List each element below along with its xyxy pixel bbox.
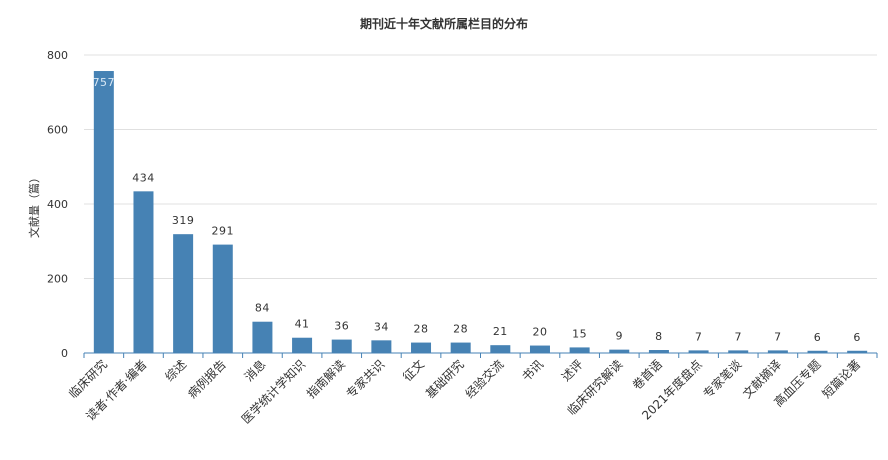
data-label: 6	[814, 331, 822, 344]
category-label: 述评	[559, 357, 586, 384]
data-label: 7	[774, 330, 782, 343]
y-tick-label: 200	[47, 273, 68, 286]
data-label: 291	[212, 225, 235, 238]
data-label: 6	[853, 331, 861, 344]
y-tick-label: 800	[47, 49, 68, 62]
data-label: 7	[734, 330, 742, 343]
category-label: 专家共识	[343, 357, 388, 402]
y-tick-label: 400	[47, 198, 68, 211]
category-label: 征文	[400, 357, 428, 385]
bar	[569, 347, 590, 353]
bar	[847, 350, 868, 353]
y-axis-label: 文献量（篇）	[27, 172, 41, 238]
category-label: 短篇论著	[819, 357, 864, 402]
bar	[331, 339, 352, 353]
data-label: 8	[655, 330, 663, 343]
data-label: 28	[414, 323, 429, 336]
y-axis: 0 200 400 600 800	[47, 49, 68, 360]
data-label: 41	[295, 318, 310, 331]
bar	[529, 345, 550, 353]
x-axis-ticks	[83, 353, 878, 358]
data-label: 21	[493, 325, 508, 338]
data-label: 9	[616, 330, 624, 343]
category-label: 书讯	[519, 357, 546, 384]
data-label: 36	[334, 320, 349, 333]
category-label: 专家笔谈	[700, 357, 745, 402]
bar	[767, 350, 788, 353]
data-label: 319	[172, 214, 195, 227]
data-label: 434	[132, 171, 155, 184]
y-tick-label: 600	[47, 124, 68, 137]
bar	[292, 337, 313, 353]
bar	[411, 342, 432, 353]
category-label: 病例报告	[184, 357, 229, 402]
data-label: 15	[572, 327, 587, 340]
data-label: 84	[255, 302, 270, 315]
chart-title: 期刊近十年文献所属栏目的分布	[360, 16, 528, 31]
bar	[648, 350, 669, 353]
data-label: 20	[532, 326, 547, 339]
grid	[84, 54, 877, 279]
bar	[252, 321, 273, 353]
bar	[450, 342, 471, 353]
bar	[490, 345, 511, 353]
bar	[371, 340, 392, 353]
bar	[212, 244, 233, 353]
bar	[807, 350, 828, 353]
category-label: 综述	[162, 357, 189, 384]
bar	[688, 350, 709, 353]
category-label: 消息	[241, 357, 269, 385]
bar	[93, 71, 114, 353]
data-label: 34	[374, 320, 389, 333]
bar	[133, 191, 154, 353]
bar	[173, 234, 194, 353]
bar	[728, 350, 749, 353]
category-label: 经验交流	[462, 357, 507, 402]
bar	[609, 349, 630, 353]
data-label: 28	[453, 323, 468, 336]
value-labels: 757 434 319 291 84 41 36 34 28 28 21 20 15 9 8 7 7 7 6 6	[93, 76, 861, 344]
category-label: 卷首语	[629, 357, 665, 393]
category-label: 指南解读	[303, 357, 348, 402]
data-label: 7	[695, 330, 703, 343]
y-tick-label: 0	[61, 347, 68, 360]
bars	[93, 71, 868, 353]
category-label: 基础研究	[422, 357, 467, 402]
data-label: 757	[93, 76, 116, 89]
